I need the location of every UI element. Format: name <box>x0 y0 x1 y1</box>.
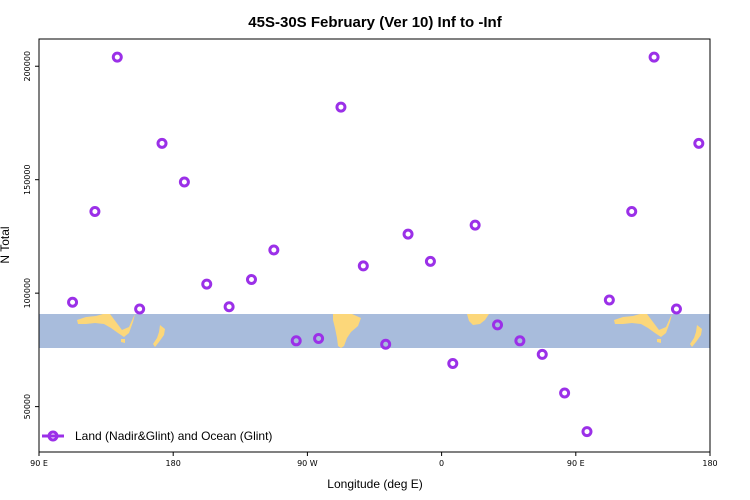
data-point <box>268 244 280 256</box>
data-point <box>581 426 593 438</box>
chart-title: 45S-30S February (Ver 10) Inf to -Inf <box>248 14 502 31</box>
data-point <box>626 205 638 217</box>
x-tick-label: 90 W <box>297 459 318 468</box>
x-tick-label: 90 E <box>30 459 48 468</box>
data-point <box>335 101 347 113</box>
data-point <box>670 303 682 315</box>
map-land-new-zealand <box>153 325 165 347</box>
data-point <box>89 205 101 217</box>
data-point <box>111 51 123 63</box>
legend-label: Land (Nadir&Glint) and Ocean (Glint) <box>75 429 272 443</box>
x-tick-label: 0 <box>439 459 444 468</box>
data-point <box>693 137 705 149</box>
y-tick-label: 50000 <box>23 394 32 419</box>
x-axis: 90 E 180 90 W 0 90 E 180 <box>30 452 718 468</box>
legend: Land (Nadir&Glint) and Ocean (Glint) <box>42 429 272 443</box>
map-land-tasmania <box>121 339 125 343</box>
map-land-new-zealand <box>690 325 702 347</box>
x-tick-label: 180 <box>166 459 181 468</box>
data-point <box>514 335 526 347</box>
data-point <box>424 255 436 267</box>
map-land-tasmania <box>657 339 661 343</box>
data-point <box>223 301 235 313</box>
world-map-strip <box>39 314 710 348</box>
legend-marker <box>47 430 59 442</box>
data-point <box>134 303 146 315</box>
y-axis-label: N Total <box>0 226 12 263</box>
data-point <box>603 294 615 306</box>
map-land-australia <box>77 314 135 337</box>
data-point <box>357 260 369 272</box>
data-points <box>67 51 705 438</box>
map-land-south-africa <box>467 314 489 325</box>
y-tick-label: 200000 <box>23 51 32 82</box>
data-point <box>402 228 414 240</box>
data-point <box>313 333 325 345</box>
map-land-south-america <box>333 314 361 348</box>
data-point <box>290 335 302 347</box>
data-point <box>559 387 571 399</box>
x-tick-label: 180 <box>702 459 717 468</box>
data-point <box>156 137 168 149</box>
data-point <box>648 51 660 63</box>
map-land-australia <box>614 314 672 337</box>
data-point <box>380 338 392 350</box>
x-axis-label: Longitude (deg E) <box>327 477 422 491</box>
plot-area <box>38 38 711 453</box>
y-tick-label: 100000 <box>23 278 32 309</box>
data-point <box>201 278 213 290</box>
data-point <box>67 296 79 308</box>
data-point <box>178 176 190 188</box>
data-point <box>245 274 257 286</box>
y-axis: 50000 100000 150000 200000 <box>23 51 39 419</box>
x-tick-label: 90 E <box>567 459 585 468</box>
data-point <box>492 319 504 331</box>
y-tick-label: 150000 <box>23 164 32 195</box>
data-point <box>536 348 548 360</box>
map-ocean <box>39 314 710 348</box>
data-point <box>447 358 459 369</box>
data-point <box>469 219 481 231</box>
